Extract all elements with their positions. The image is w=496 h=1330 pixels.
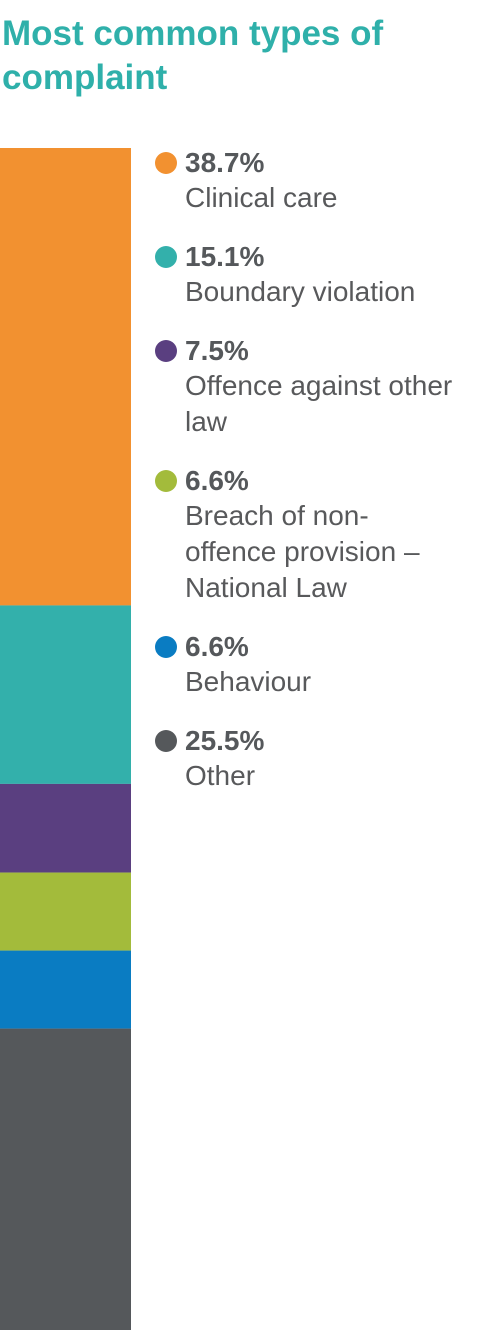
stacked-bar xyxy=(0,148,131,1330)
legend-dot xyxy=(155,470,177,492)
bar-segment xyxy=(0,783,131,873)
value-label: 38.7% xyxy=(185,147,265,178)
legend-dot xyxy=(155,246,177,268)
legend-label: Offence against other law xyxy=(185,370,453,437)
legend-entry: 38.7% Clinical care xyxy=(152,146,452,216)
chart-title: Most common types of complaint xyxy=(2,14,384,97)
value-label: 6.6% xyxy=(185,631,249,662)
legend: 38.7% Clinical care 15.1% Boundary violatio… xyxy=(152,146,452,818)
legend-label: Breach of non-offence provision – Nation… xyxy=(185,500,420,603)
legend-dot xyxy=(155,730,177,752)
legend-entry: 15.1% Boundary violation xyxy=(152,240,452,310)
legend-label: Behaviour xyxy=(185,666,312,697)
bar-segment xyxy=(0,148,131,606)
value-label: 15.1% xyxy=(185,241,265,272)
legend-dot xyxy=(155,340,177,362)
legend-dot xyxy=(155,636,177,658)
legend-label: Clinical care xyxy=(185,182,338,213)
legend-entry: 7.5% Offence against other law xyxy=(152,334,452,440)
legend-label: Other xyxy=(185,760,256,791)
value-label: 7.5% xyxy=(185,335,249,366)
value-label: 25.5% xyxy=(185,725,265,756)
legend-label: Boundary violation xyxy=(185,276,416,307)
legend-entry: 25.5% Other xyxy=(152,724,452,794)
bar-segment xyxy=(0,605,131,784)
legend-entry: 6.6% Breach of non-offence provision – Na… xyxy=(152,464,452,606)
legend-dot xyxy=(155,152,177,174)
legend-entry: 6.6% Behaviour xyxy=(152,630,452,700)
value-label: 6.6% xyxy=(185,465,249,496)
bar-segment xyxy=(0,950,131,1029)
bar-segment xyxy=(0,1028,131,1330)
bar-segment xyxy=(0,872,131,951)
